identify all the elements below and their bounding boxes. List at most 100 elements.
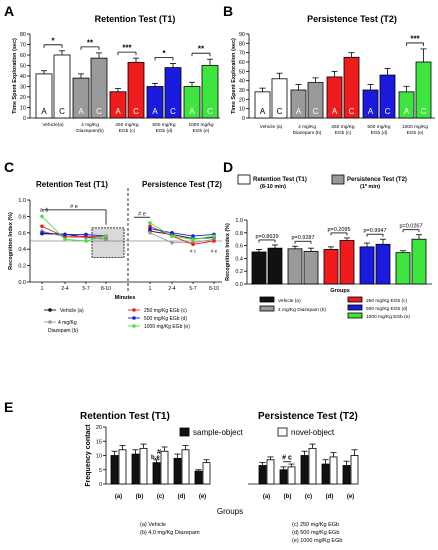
panel-E-category-label: (e) [347,494,354,500]
panel-C-series-line [149,228,215,237]
panel-D-bar [287,248,303,285]
panel-C-legend-label: Vehicle (a) [60,308,84,314]
panel-C-shaded-region [91,227,125,258]
panel-B-bar-label: A [296,107,302,116]
panel-C-point [63,232,67,237]
panel-C-xlabel: Minutes [115,295,136,301]
panel-B-y-tick-label: 20 [239,97,245,103]
panel-D-pvalue: p=0.9287 [291,235,314,241]
panel-E-annotation: # [157,449,161,456]
panel-E-title-left: Retention Test (T1) [80,411,170,422]
panel-E-bar-novel [266,459,275,485]
panel-E-title-right: Persistence Test (T2) [258,411,358,422]
panel-C-legend-label: 4 mg/Kg [58,320,77,326]
panel-E-xlabel: Groups [217,507,243,516]
panel-E-y-tick-label: 15 [96,439,102,445]
panel-E-bar-sample [342,465,351,485]
panel-E-category-label: (b) [136,494,144,500]
panel-C-series-line [41,225,107,238]
panel-C-annotation: a, b [40,207,49,213]
panel-C-x-tick-label: 5-7 [82,286,89,292]
panel-A-bar-label: A [152,107,158,116]
panel-B-group-label: Diazepam (b) [293,130,322,136]
panel-A-ylabel: Time Spent Exploration (sec) [12,38,18,114]
panel-D-bar [375,243,391,285]
panel-E-bar-sample [152,462,161,485]
panel-A-y-tick-label: 80 [20,32,26,38]
panel-E-ylabel: Frequency contact [85,424,92,487]
panel-B-y-tick-label: 80 [239,41,245,47]
panel-B-y-tick-label: 40 [239,79,245,85]
panel-letter-E: E [4,399,13,415]
panel-C-legend-marker [48,320,52,324]
panel-B-bar-label: C [313,107,319,116]
panel-C-x-tick-label: 2-4 [61,286,68,292]
panel-A-significance-marker: ** [198,45,205,54]
panel-C-point [170,240,174,245]
panel-C-x-tick-label: 8-10 [209,286,219,292]
panel-D-legend-swatch-t2 [331,174,345,185]
panel-C-point [104,234,108,238]
panel-A-group-label: Diazepam(b) [76,128,104,134]
panel-C-point [40,214,44,219]
panel-D-group-label: 4 mg/Kg Diazepam (b) [278,307,326,313]
panel-C-point [104,237,108,242]
panel-E-y-tick-label: 20 [96,425,102,431]
panel-E-bar-novel [287,466,296,485]
panel-D-xlabel: Groups [330,288,350,294]
panel-C-point [212,234,216,238]
panel-B-group-label: 4 mg/Kg [298,124,316,130]
panel-E-bar-novel [202,462,211,485]
panel-D-y-tick-label: 0.6 [235,244,243,250]
panel-D-legend-t1: Retention Test (T1) [253,177,307,183]
panel-E-legend-novel-swatch [277,427,288,437]
panel-A-y-tick-label: 0 [23,116,26,122]
panel-D-legend-t2-sub: (1º min) [360,184,380,190]
panel-C-point [170,231,174,235]
panel-B-bar-label: C [349,107,355,116]
panel-B-significance-marker: *** [410,34,420,43]
panel-C-annotation: # e [138,212,146,218]
panel-B-group-label: EGb (e) [407,130,424,136]
panel-A-bar-label: C [170,107,176,116]
panel-A-group-label: 4 mg/Kg [81,122,99,128]
panel-B-bar-label: A [368,107,374,116]
panel-C-legend-marker [132,324,136,328]
panel-E-category-label: (a) [115,494,122,500]
panel-letter-B: B [223,3,233,19]
panel-C-y-tick-label: 0.2 [18,264,26,270]
panel-C-legend-label: Diazepam (b) [48,328,78,334]
panel-E-y-tick-label: 5 [99,468,102,474]
panel-C-point [63,235,67,239]
panel-E-group-legend: (e) 1000 mg/Kg EGb [292,538,342,544]
panel-E-bar-sample [321,463,330,485]
panel-C-series-line [41,216,107,242]
panel-A-significance-marker: *** [122,44,132,53]
panel-A-significance-marker: * [51,36,55,45]
panel-A-bar-label: A [41,107,47,116]
panel-C-point [170,234,174,238]
panel-D-bar [267,247,283,285]
panel-C-point [212,239,216,243]
panel-C-x-tick-label: 2-4 [168,286,175,292]
panel-E-legend-sample: sample-object [193,428,244,437]
panel-D-bar [323,249,339,285]
panel-A-y-tick-label: 30 [20,85,26,91]
panel-B-group-label: Vehicle (a) [260,124,283,130]
panel-A-y-tick-label: 10 [20,106,26,112]
panel-C-point [84,232,88,237]
panel-A-bar-label: C [133,107,139,116]
panel-C-legend-label: 250 mg/Kg EGb (c) [144,308,187,314]
panel-C-annotation: # e [211,248,218,253]
panel-E-group-legend: (c) 250 mg/Kg EGb [292,522,339,528]
panel-E-category-label: (c) [157,494,164,500]
panel-D-legend-t1-sub: (8-10 min) [260,184,286,190]
panel-E-category-label: (d) [178,494,186,500]
panel-A-group-label: 1000 mg/kg [188,122,213,128]
panel-E-annotation: # c [282,454,292,461]
panel-E-bar-novel [329,456,338,485]
panel-letter-D: D [223,159,233,175]
panel-B-group-label: 500 mg/Kg [367,124,391,130]
panel-A-bar-label: C [96,107,102,116]
panel-C-y-tick-label: 0.6 [18,231,26,237]
